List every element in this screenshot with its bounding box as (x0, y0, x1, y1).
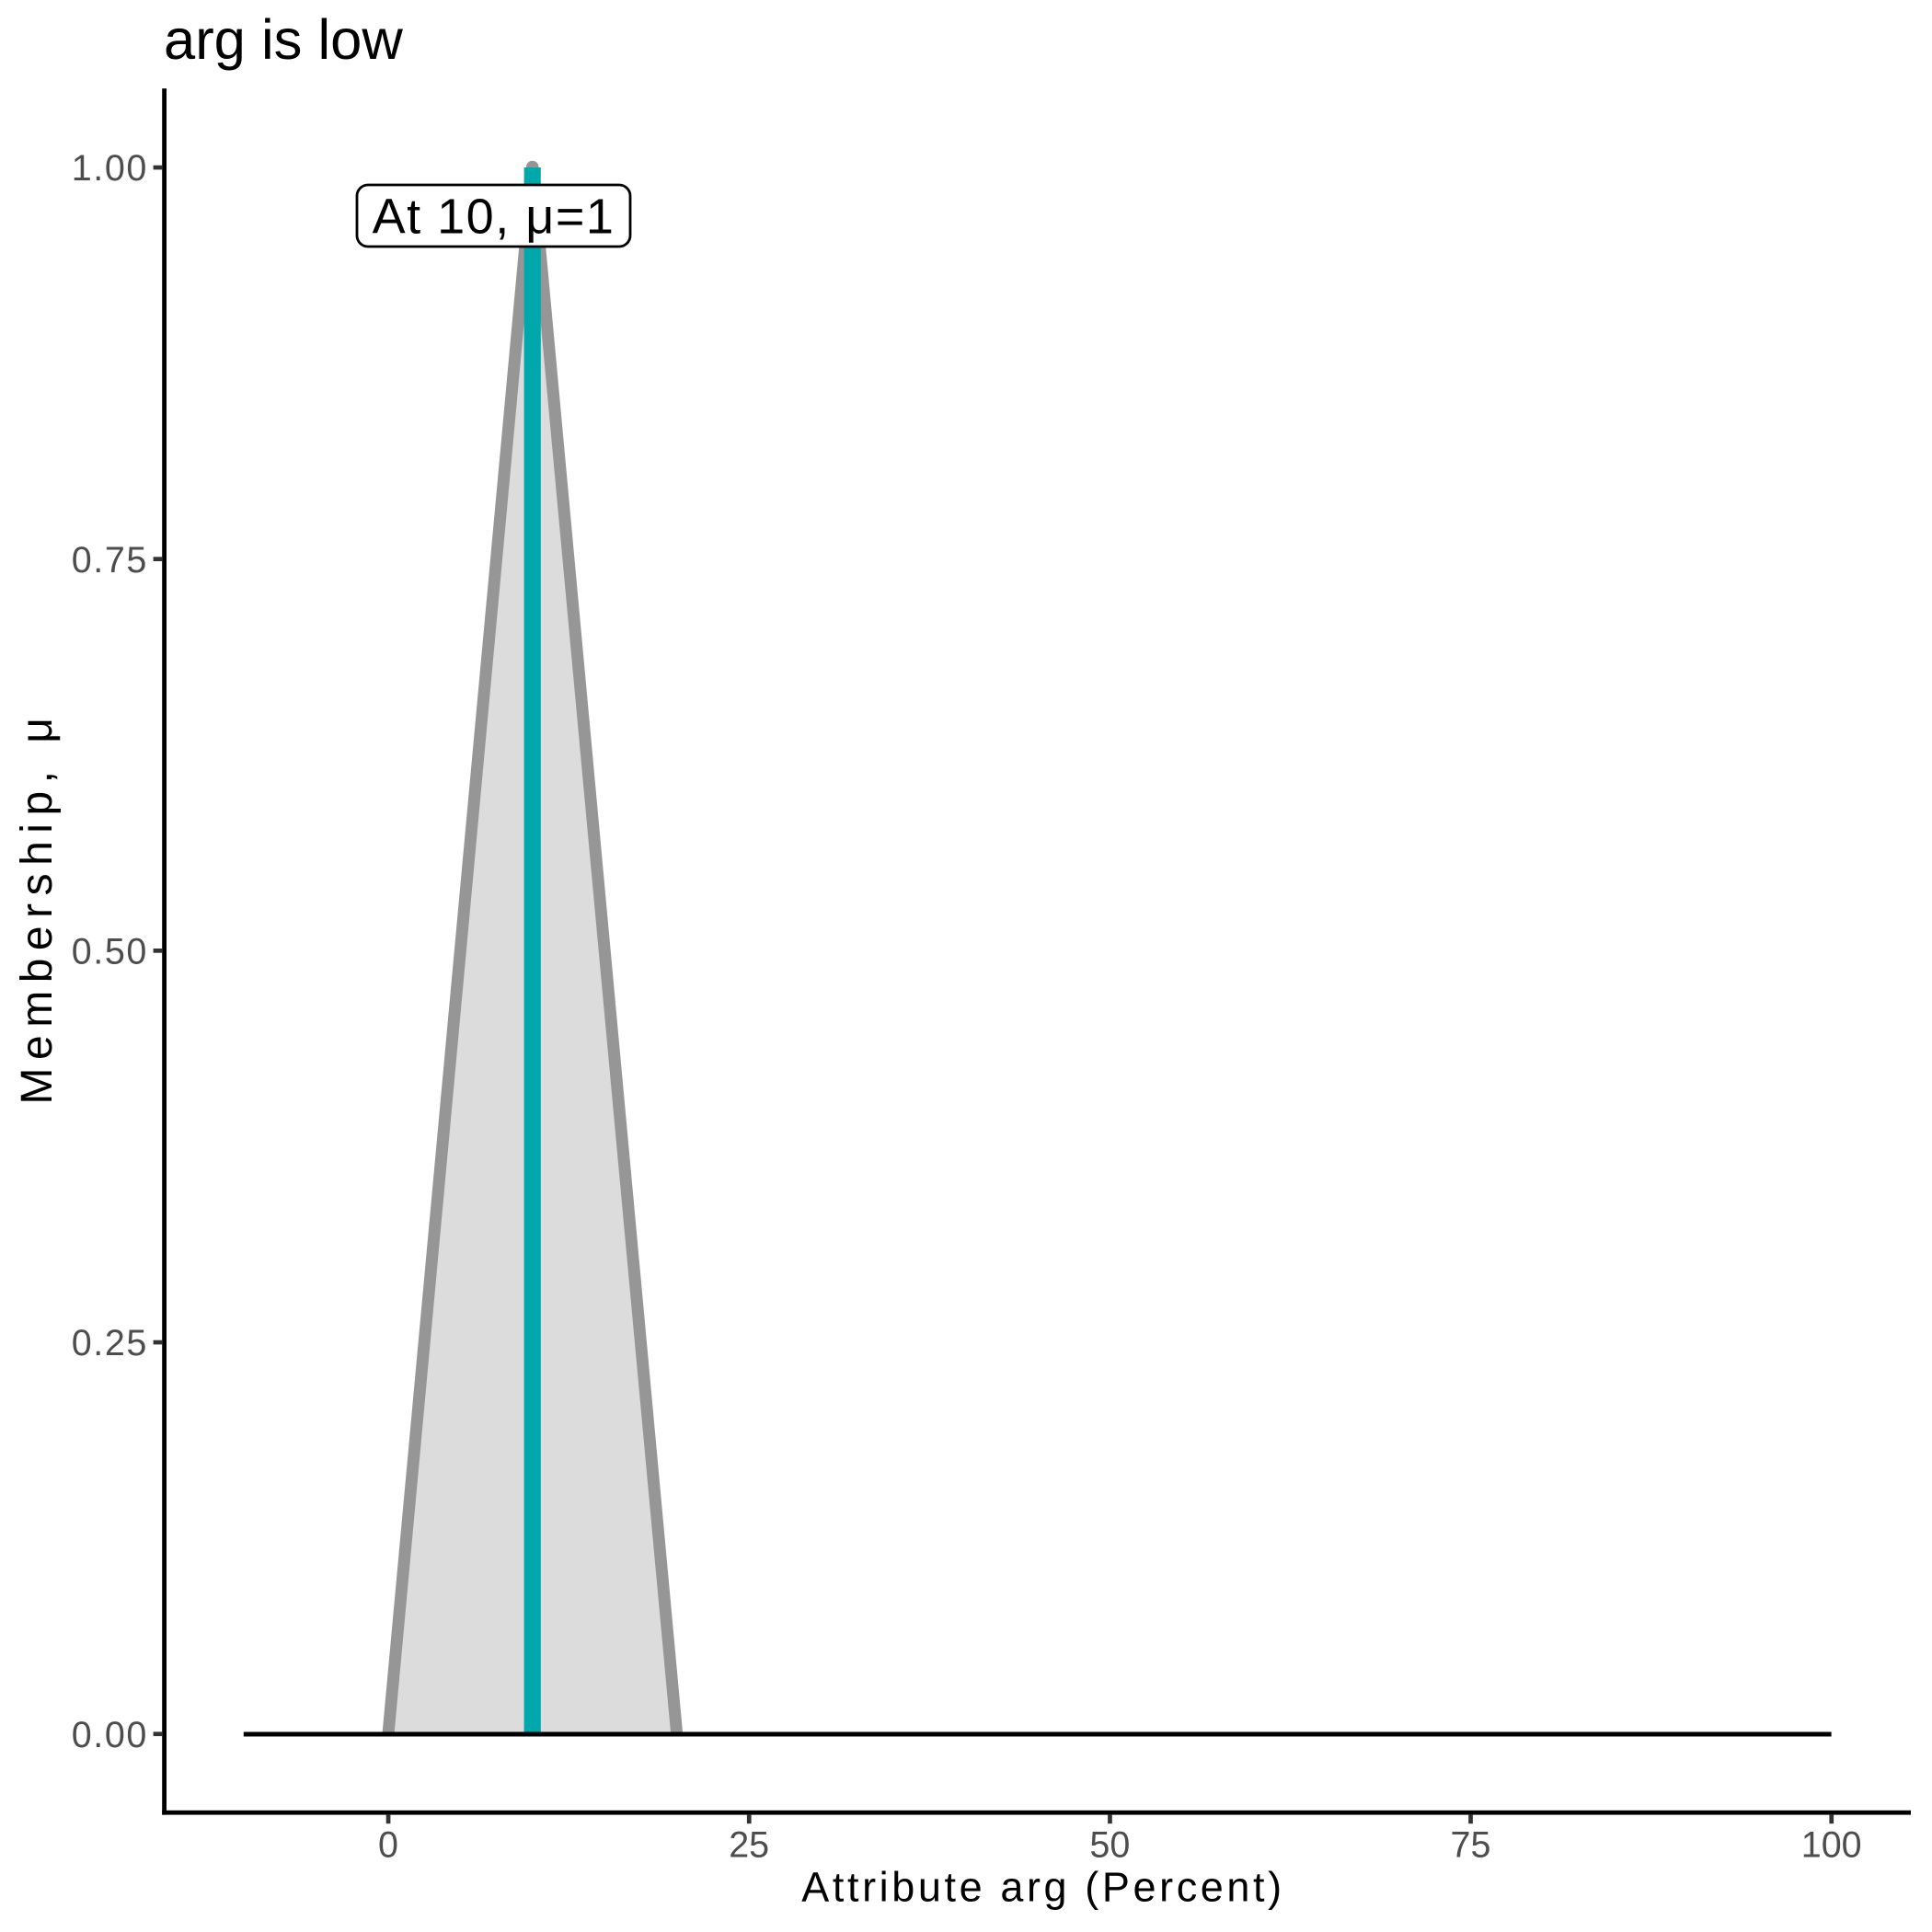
svg-text:Attribute arg (Percent): Attribute arg (Percent) (801, 1864, 1284, 1911)
svg-text:0.50: 0.50 (72, 932, 148, 972)
svg-text:0: 0 (378, 1825, 398, 1866)
svg-text:arg is low: arg is low (164, 8, 403, 72)
svg-text:0.25: 0.25 (72, 1323, 148, 1363)
svg-text:75: 75 (1451, 1825, 1491, 1866)
svg-text:50: 50 (1089, 1825, 1130, 1866)
svg-text:At 10, μ=1: At 10, μ=1 (373, 190, 615, 245)
svg-text:1.00: 1.00 (72, 148, 148, 189)
svg-text:0.00: 0.00 (72, 1715, 148, 1755)
svg-text:25: 25 (729, 1825, 769, 1866)
svg-text:Membership, μ: Membership, μ (13, 710, 62, 1105)
svg-text:0.75: 0.75 (72, 540, 148, 581)
svg-text:100: 100 (1801, 1825, 1862, 1866)
